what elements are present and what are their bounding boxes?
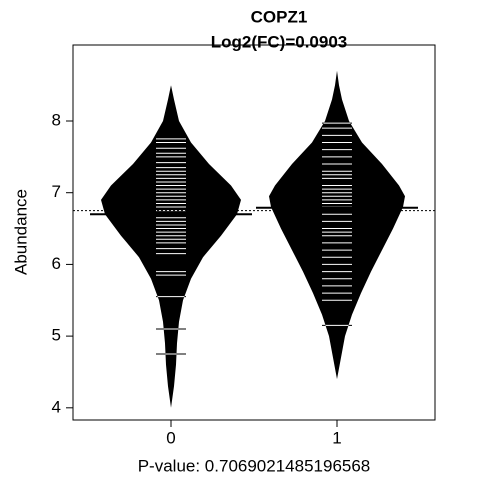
- bean: [269, 70, 405, 380]
- x-tick-label: 0: [166, 428, 175, 447]
- y-tick-label: 7: [52, 182, 61, 201]
- x-axis-label: P-value: 0.7069021485196568: [138, 456, 371, 475]
- chart-subtitle: Log2(FC)=0.0903: [211, 32, 348, 51]
- bean: [101, 85, 241, 408]
- y-tick-label: 6: [52, 254, 61, 273]
- y-tick-label: 4: [52, 397, 61, 416]
- plot-frame: [72, 44, 436, 421]
- y-axis-label: Abundance: [11, 189, 30, 275]
- y-tick-label: 5: [52, 326, 61, 345]
- y-tick-label: 8: [52, 110, 61, 129]
- chart-title: COPZ1: [251, 7, 308, 26]
- x-tick-label: 1: [332, 428, 341, 447]
